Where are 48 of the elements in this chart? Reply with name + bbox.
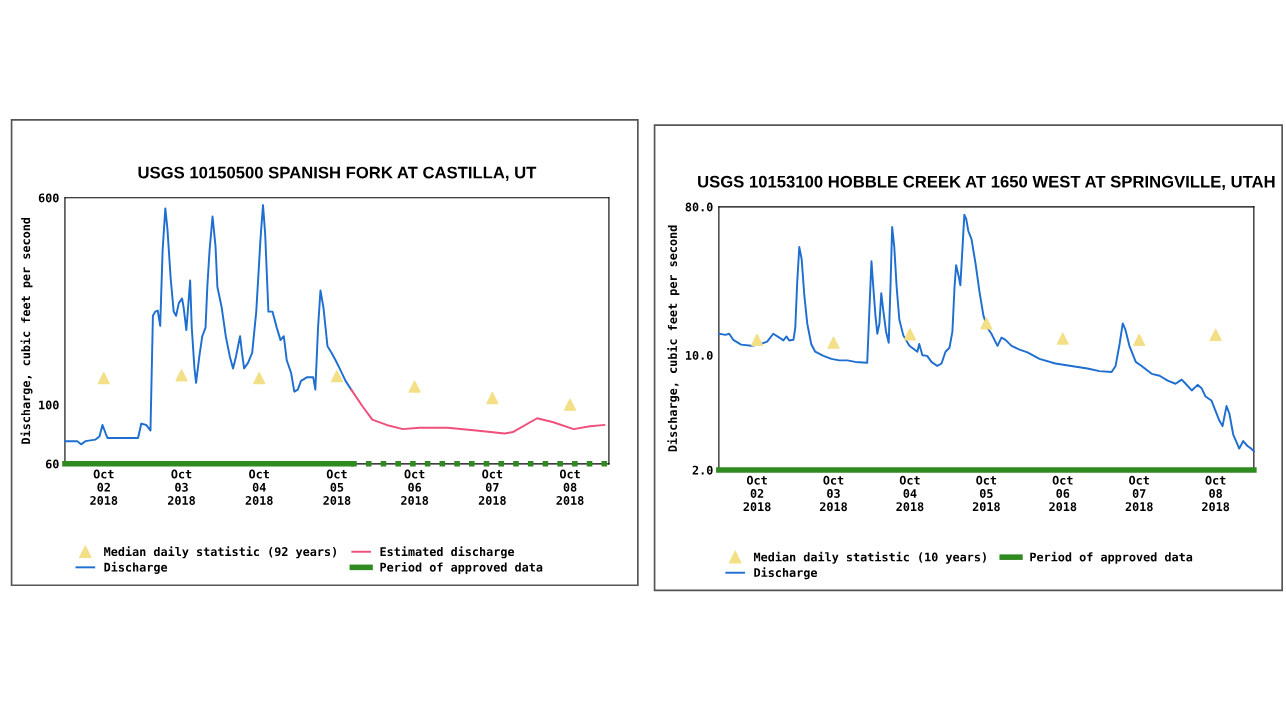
legend-label: Estimated discharge bbox=[380, 546, 515, 559]
x-tick-label: Oct 08 2018 bbox=[1202, 475, 1230, 512]
point bbox=[1133, 333, 1146, 346]
x-tick-label: Oct 07 2018 bbox=[478, 469, 506, 505]
x-tick-label: Oct 07 2018 bbox=[1125, 475, 1153, 512]
legend-label: Median daily statistic (92 years) bbox=[104, 546, 336, 559]
y-tick-label: 600 bbox=[38, 193, 59, 203]
legend-label: Period of approved data bbox=[1030, 551, 1193, 564]
x-tick-label: Oct 06 2018 bbox=[401, 469, 429, 505]
y-axis-title: Discharge, cubic feet per second bbox=[20, 217, 33, 444]
x-tick-label: Oct 02 2018 bbox=[743, 475, 771, 512]
chart-title: USGS 10150500 SPANISH FORK AT CASTILLA, UT bbox=[138, 166, 537, 181]
y-tick-label: 10.0 bbox=[685, 350, 713, 360]
x-tick-label: Oct 08 2018 bbox=[556, 469, 584, 505]
x-tick-label: Oct 02 2018 bbox=[90, 469, 118, 505]
y-tick-label: 60 bbox=[45, 459, 59, 469]
point bbox=[408, 380, 421, 393]
x-tick-label: Oct 05 2018 bbox=[972, 475, 1000, 512]
x-tick-label: Oct 03 2018 bbox=[819, 475, 847, 512]
legend-label: Discharge bbox=[104, 561, 168, 574]
line-series bbox=[717, 213, 1255, 453]
y-tick-label: 80.0 bbox=[685, 202, 713, 212]
chart-title: USGS 10153100 HOBBLE CREEK AT 1650 WEST AT SPRINGVILLE, UTAH bbox=[698, 175, 1275, 190]
point bbox=[563, 398, 577, 411]
point bbox=[330, 370, 344, 383]
legend-label: Period of approved data bbox=[380, 561, 543, 574]
point bbox=[1056, 332, 1069, 345]
x-tick-label: Oct 05 2018 bbox=[323, 469, 351, 505]
line-series bbox=[63, 204, 353, 446]
point bbox=[1209, 328, 1222, 341]
x-tick-label: Oct 06 2018 bbox=[1049, 475, 1077, 512]
point bbox=[903, 328, 917, 341]
legend-label: Median daily statistic (10 years) bbox=[754, 551, 986, 564]
point bbox=[827, 336, 840, 349]
legend-label: Discharge bbox=[754, 567, 818, 580]
point bbox=[980, 317, 993, 330]
y-axis-title: Discharge, cubic feet per second bbox=[667, 225, 680, 452]
x-tick-label: Oct 03 2018 bbox=[167, 469, 195, 505]
x-tick-label: Oct 04 2018 bbox=[896, 475, 924, 512]
y-tick-label: 100 bbox=[39, 400, 59, 410]
point bbox=[97, 372, 110, 385]
point bbox=[751, 333, 764, 346]
point bbox=[253, 372, 266, 385]
point bbox=[175, 369, 188, 382]
y-tick-label: 2.0 bbox=[692, 465, 713, 475]
x-tick-label: Oct 04 2018 bbox=[245, 469, 273, 505]
line-series bbox=[350, 388, 606, 435]
point bbox=[486, 391, 499, 405]
